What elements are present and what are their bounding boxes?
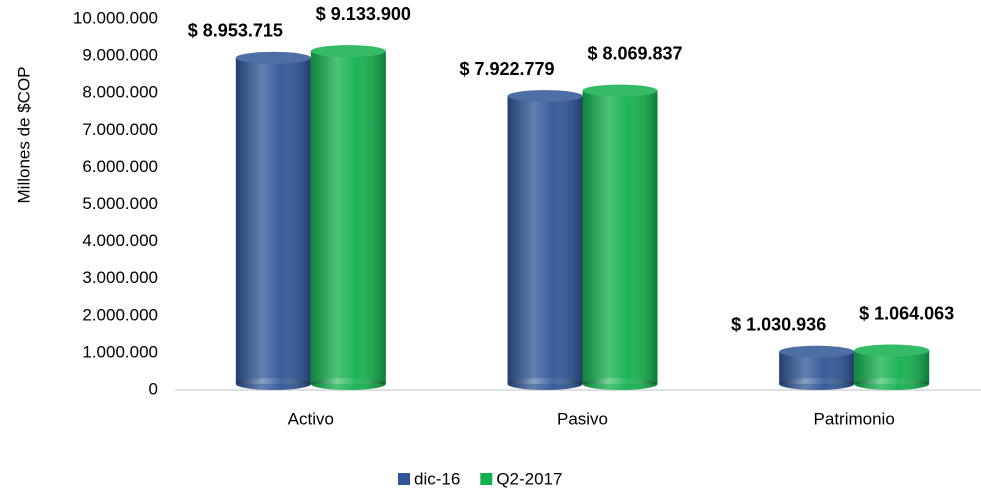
y-tick-label: 1.000.000	[82, 342, 158, 361]
x-tick-label: Patrimonio	[814, 409, 895, 428]
legend-label: Q2-2017	[496, 469, 562, 488]
bar-top-highlight	[779, 345, 855, 358]
y-tick-label: 8.000.000	[82, 83, 158, 102]
y-tick-label: 9.000.000	[82, 46, 158, 65]
data-label: $ 8.953.715	[188, 21, 283, 41]
bar-shade	[310, 51, 386, 384]
bar-top	[582, 84, 658, 97]
y-tick-label: 7.000.000	[82, 120, 158, 139]
y-tick-label: 6.000.000	[82, 157, 158, 176]
bar-top	[235, 51, 311, 64]
y-tick-label: 2.000.000	[82, 305, 158, 324]
y-tick-label: 5.000.000	[82, 194, 158, 213]
bar-top	[854, 344, 930, 357]
bar-top	[310, 45, 386, 58]
bar-shade	[582, 90, 658, 385]
legend-label: dic-16	[414, 469, 460, 488]
data-label: $ 1.030.936	[731, 315, 826, 335]
y-tick-label: 0	[149, 379, 158, 398]
legend-swatch	[480, 473, 493, 485]
data-label: $ 1.064.063	[859, 303, 954, 323]
bar-top-highlight	[507, 90, 583, 103]
bar-shade	[235, 57, 311, 385]
y-tick-label: 10.000.000	[73, 8, 158, 27]
bar-shade	[507, 96, 583, 385]
x-tick-label: Pasivo	[557, 409, 608, 428]
legend-swatch	[398, 473, 410, 485]
y-axis-title: Millones de $COP	[14, 66, 33, 203]
y-tick-label: 4.000.000	[82, 231, 158, 250]
bar-top-highlight	[310, 45, 386, 58]
bar-top-highlight	[582, 84, 658, 97]
bar-top	[507, 90, 583, 103]
y-tick-label: 3.000.000	[82, 268, 158, 287]
data-label: $ 7.922.779	[459, 59, 554, 79]
bar-top-highlight	[854, 344, 930, 357]
data-label: $ 8.069.837	[587, 43, 682, 63]
bar-top	[779, 345, 855, 358]
data-label: $ 9.133.900	[316, 4, 411, 24]
x-tick-label: Activo	[288, 409, 334, 428]
bar-top-highlight	[235, 51, 311, 64]
